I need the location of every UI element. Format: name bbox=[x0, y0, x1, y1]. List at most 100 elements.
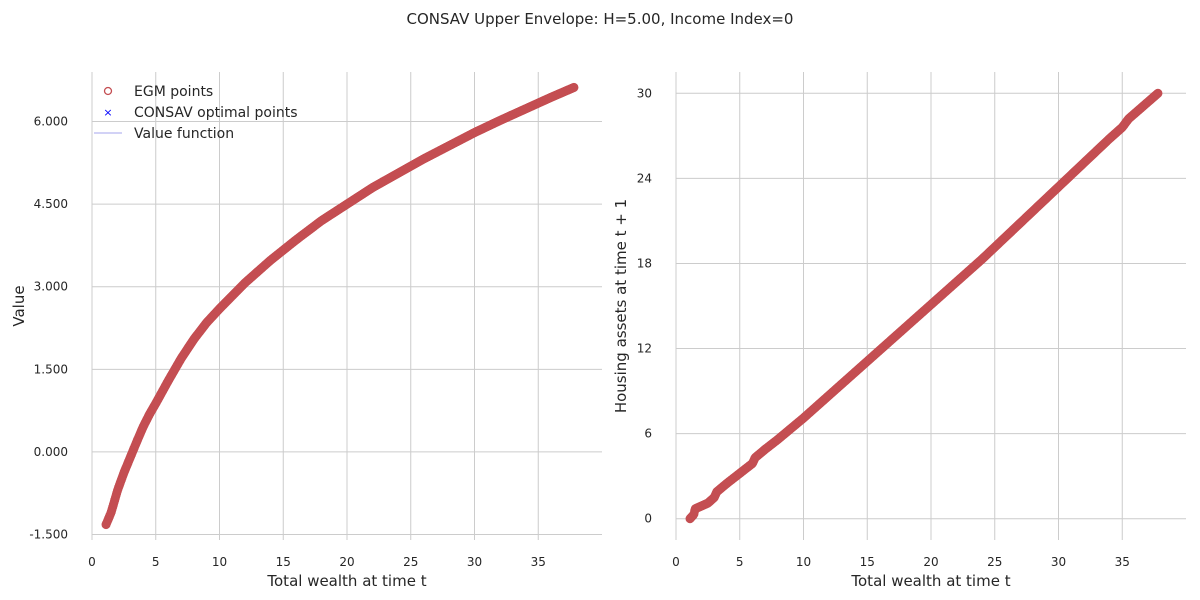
housing-chart-data-point bbox=[876, 345, 884, 354]
value-chart-data-point bbox=[496, 116, 504, 125]
housing-chart-x-tick-label: 5 bbox=[736, 555, 744, 569]
value-chart-y-ticks: -1.500 0.000 1.500 3.000 4.500 6.000 bbox=[29, 115, 68, 542]
housing-chart-data-point bbox=[723, 479, 731, 488]
housing-chart-points bbox=[685, 88, 1163, 524]
value-chart-x-tick-label: 15 bbox=[276, 555, 291, 569]
housing-chart-data-point bbox=[978, 255, 986, 264]
value-chart-data-point bbox=[547, 93, 555, 102]
housing-chart-data-point bbox=[825, 391, 833, 400]
value-chart-data-point bbox=[107, 508, 116, 517]
value-chart-x-tick-label: 5 bbox=[152, 555, 160, 569]
value-chart-data-point bbox=[215, 304, 224, 313]
value-chart-data-point bbox=[569, 83, 578, 92]
value-chart-data-point bbox=[521, 104, 530, 113]
value-chart-data-point bbox=[145, 410, 154, 419]
legend-x-marker-icon: × bbox=[103, 106, 112, 119]
legend-entry-label: CONSAV optimal points bbox=[134, 105, 298, 121]
value-chart-x-tick-label: 25 bbox=[403, 555, 418, 569]
housing-chart-data-point bbox=[1080, 158, 1088, 167]
value-chart-data-point bbox=[368, 183, 377, 192]
value-chart-grid bbox=[91, 72, 602, 540]
value-chart-x-tick-label: 20 bbox=[339, 555, 354, 569]
housing-chart-data-point bbox=[751, 453, 760, 462]
housing-chart-x-label: Total wealth at time t bbox=[850, 572, 1010, 590]
figure-title: CONSAV Upper Envelope: H=5.00, Income In… bbox=[406, 10, 794, 28]
value-chart-data-point bbox=[292, 235, 300, 244]
value-chart-data-point bbox=[343, 200, 351, 209]
value-chart-data-point bbox=[266, 256, 275, 265]
value-chart-y-tick-label: -1.500 bbox=[29, 527, 68, 541]
housing-chart-data-point bbox=[1105, 134, 1114, 143]
housing-chart-data-point bbox=[697, 501, 706, 510]
housing-chart-y-tick-label: 6 bbox=[644, 427, 652, 441]
value-chart-data-point bbox=[113, 486, 122, 495]
housing-chart-x-tick-label: 0 bbox=[672, 555, 680, 569]
value-chart-data-point bbox=[202, 318, 211, 327]
housing-chart-data-point bbox=[927, 300, 935, 309]
value-chart-data-point bbox=[102, 520, 111, 529]
housing-chart-x-tick-label: 15 bbox=[860, 555, 875, 569]
housing-chart-data-point bbox=[1029, 206, 1037, 215]
housing-chart-data-point bbox=[799, 414, 808, 423]
legend-entry-label: EGM points bbox=[134, 84, 213, 100]
value-chart-x-ticks: 0 5 10 15 20 25 30 35 bbox=[88, 555, 546, 569]
housing-chart-data-point bbox=[1153, 89, 1162, 98]
housing-chart-data-point bbox=[1124, 114, 1133, 123]
value-chart-data-point bbox=[241, 278, 249, 287]
housing-chart-x-ticks: 0 5 10 15 20 25 30 35 bbox=[672, 555, 1130, 569]
value-chart-legend: EGM points × CONSAV optimal points Value fu… bbox=[94, 84, 298, 142]
housing-chart-x-tick-label: 10 bbox=[796, 555, 811, 569]
value-chart-data-point bbox=[470, 128, 479, 137]
value-chart-y-label: Value bbox=[10, 285, 28, 326]
value-chart-y-tick-label: 4.500 bbox=[34, 197, 68, 211]
housing-chart-data-point bbox=[761, 445, 770, 454]
housing-chart-y-tick-label: 30 bbox=[637, 86, 652, 100]
housing-chart-y-tick-label: 12 bbox=[637, 342, 652, 356]
housing-chart-y-ticks: 0 6 12 18 24 30 bbox=[637, 86, 652, 525]
housing-chart-data-point bbox=[901, 323, 910, 332]
value-chart-x-label: Total wealth at time t bbox=[266, 572, 426, 590]
housing-chart-x-tick-label: 30 bbox=[1051, 555, 1066, 569]
housing-chart-data-point bbox=[691, 504, 700, 513]
housing-chart-x-tick-label: 20 bbox=[923, 555, 938, 569]
value-chart-data-point bbox=[445, 141, 453, 150]
value-chart-points bbox=[101, 82, 579, 530]
legend-entry-label: Value function bbox=[134, 126, 234, 142]
housing-chart-grid bbox=[675, 72, 1186, 540]
housing-chart-data-point bbox=[735, 469, 744, 478]
value-chart-y-tick-label: 1.500 bbox=[34, 362, 68, 376]
housing-chart-data-point bbox=[952, 277, 961, 286]
value-chart-data-point bbox=[139, 423, 147, 432]
value-chart-data-point bbox=[151, 399, 160, 408]
value-chart-data-point bbox=[190, 335, 198, 344]
housing-chart-y-label: Housing assets at time t + 1 bbox=[612, 199, 630, 413]
housing-chart-x-tick-label: 25 bbox=[987, 555, 1002, 569]
housing-chart-data-point bbox=[1118, 123, 1127, 132]
housing-chart: 0 5 10 15 20 25 30 35 0 6 12 18 24 30 Total wealth a… bbox=[612, 72, 1186, 590]
value-chart-y-tick-label: 3.000 bbox=[34, 280, 68, 294]
value-chart-x-tick-label: 10 bbox=[212, 555, 227, 569]
value-chart-data-point bbox=[164, 376, 173, 385]
housing-chart-data-point bbox=[1003, 231, 1012, 240]
value-chart-x-tick-label: 30 bbox=[467, 555, 482, 569]
value-chart-data-point bbox=[419, 154, 428, 163]
value-chart-data-point bbox=[317, 216, 326, 225]
value-chart-x-tick-label: 0 bbox=[88, 555, 96, 569]
value-chart: 0 5 10 15 20 25 30 35 -1.500 0.000 1.500 3.000 4.50… bbox=[10, 72, 602, 590]
legend-open-circle-icon bbox=[103, 86, 113, 96]
housing-chart-data-point bbox=[712, 487, 721, 496]
value-chart-data-point bbox=[126, 453, 135, 462]
value-chart-data-point bbox=[177, 354, 186, 363]
housing-chart-data-point bbox=[850, 368, 859, 377]
housing-chart-data-point bbox=[703, 499, 712, 508]
value-chart-data-point bbox=[119, 468, 128, 477]
housing-chart-y-tick-label: 18 bbox=[637, 256, 652, 270]
value-chart-y-tick-label: 6.000 bbox=[34, 115, 68, 129]
housing-chart-y-tick-label: 0 bbox=[644, 512, 652, 526]
value-chart-data-point bbox=[394, 169, 402, 178]
housing-chart-x-tick-label: 35 bbox=[1115, 555, 1130, 569]
value-chart-x-tick-label: 35 bbox=[531, 555, 546, 569]
housing-chart-y-tick-label: 24 bbox=[637, 171, 652, 185]
housing-chart-data-point bbox=[774, 435, 782, 444]
